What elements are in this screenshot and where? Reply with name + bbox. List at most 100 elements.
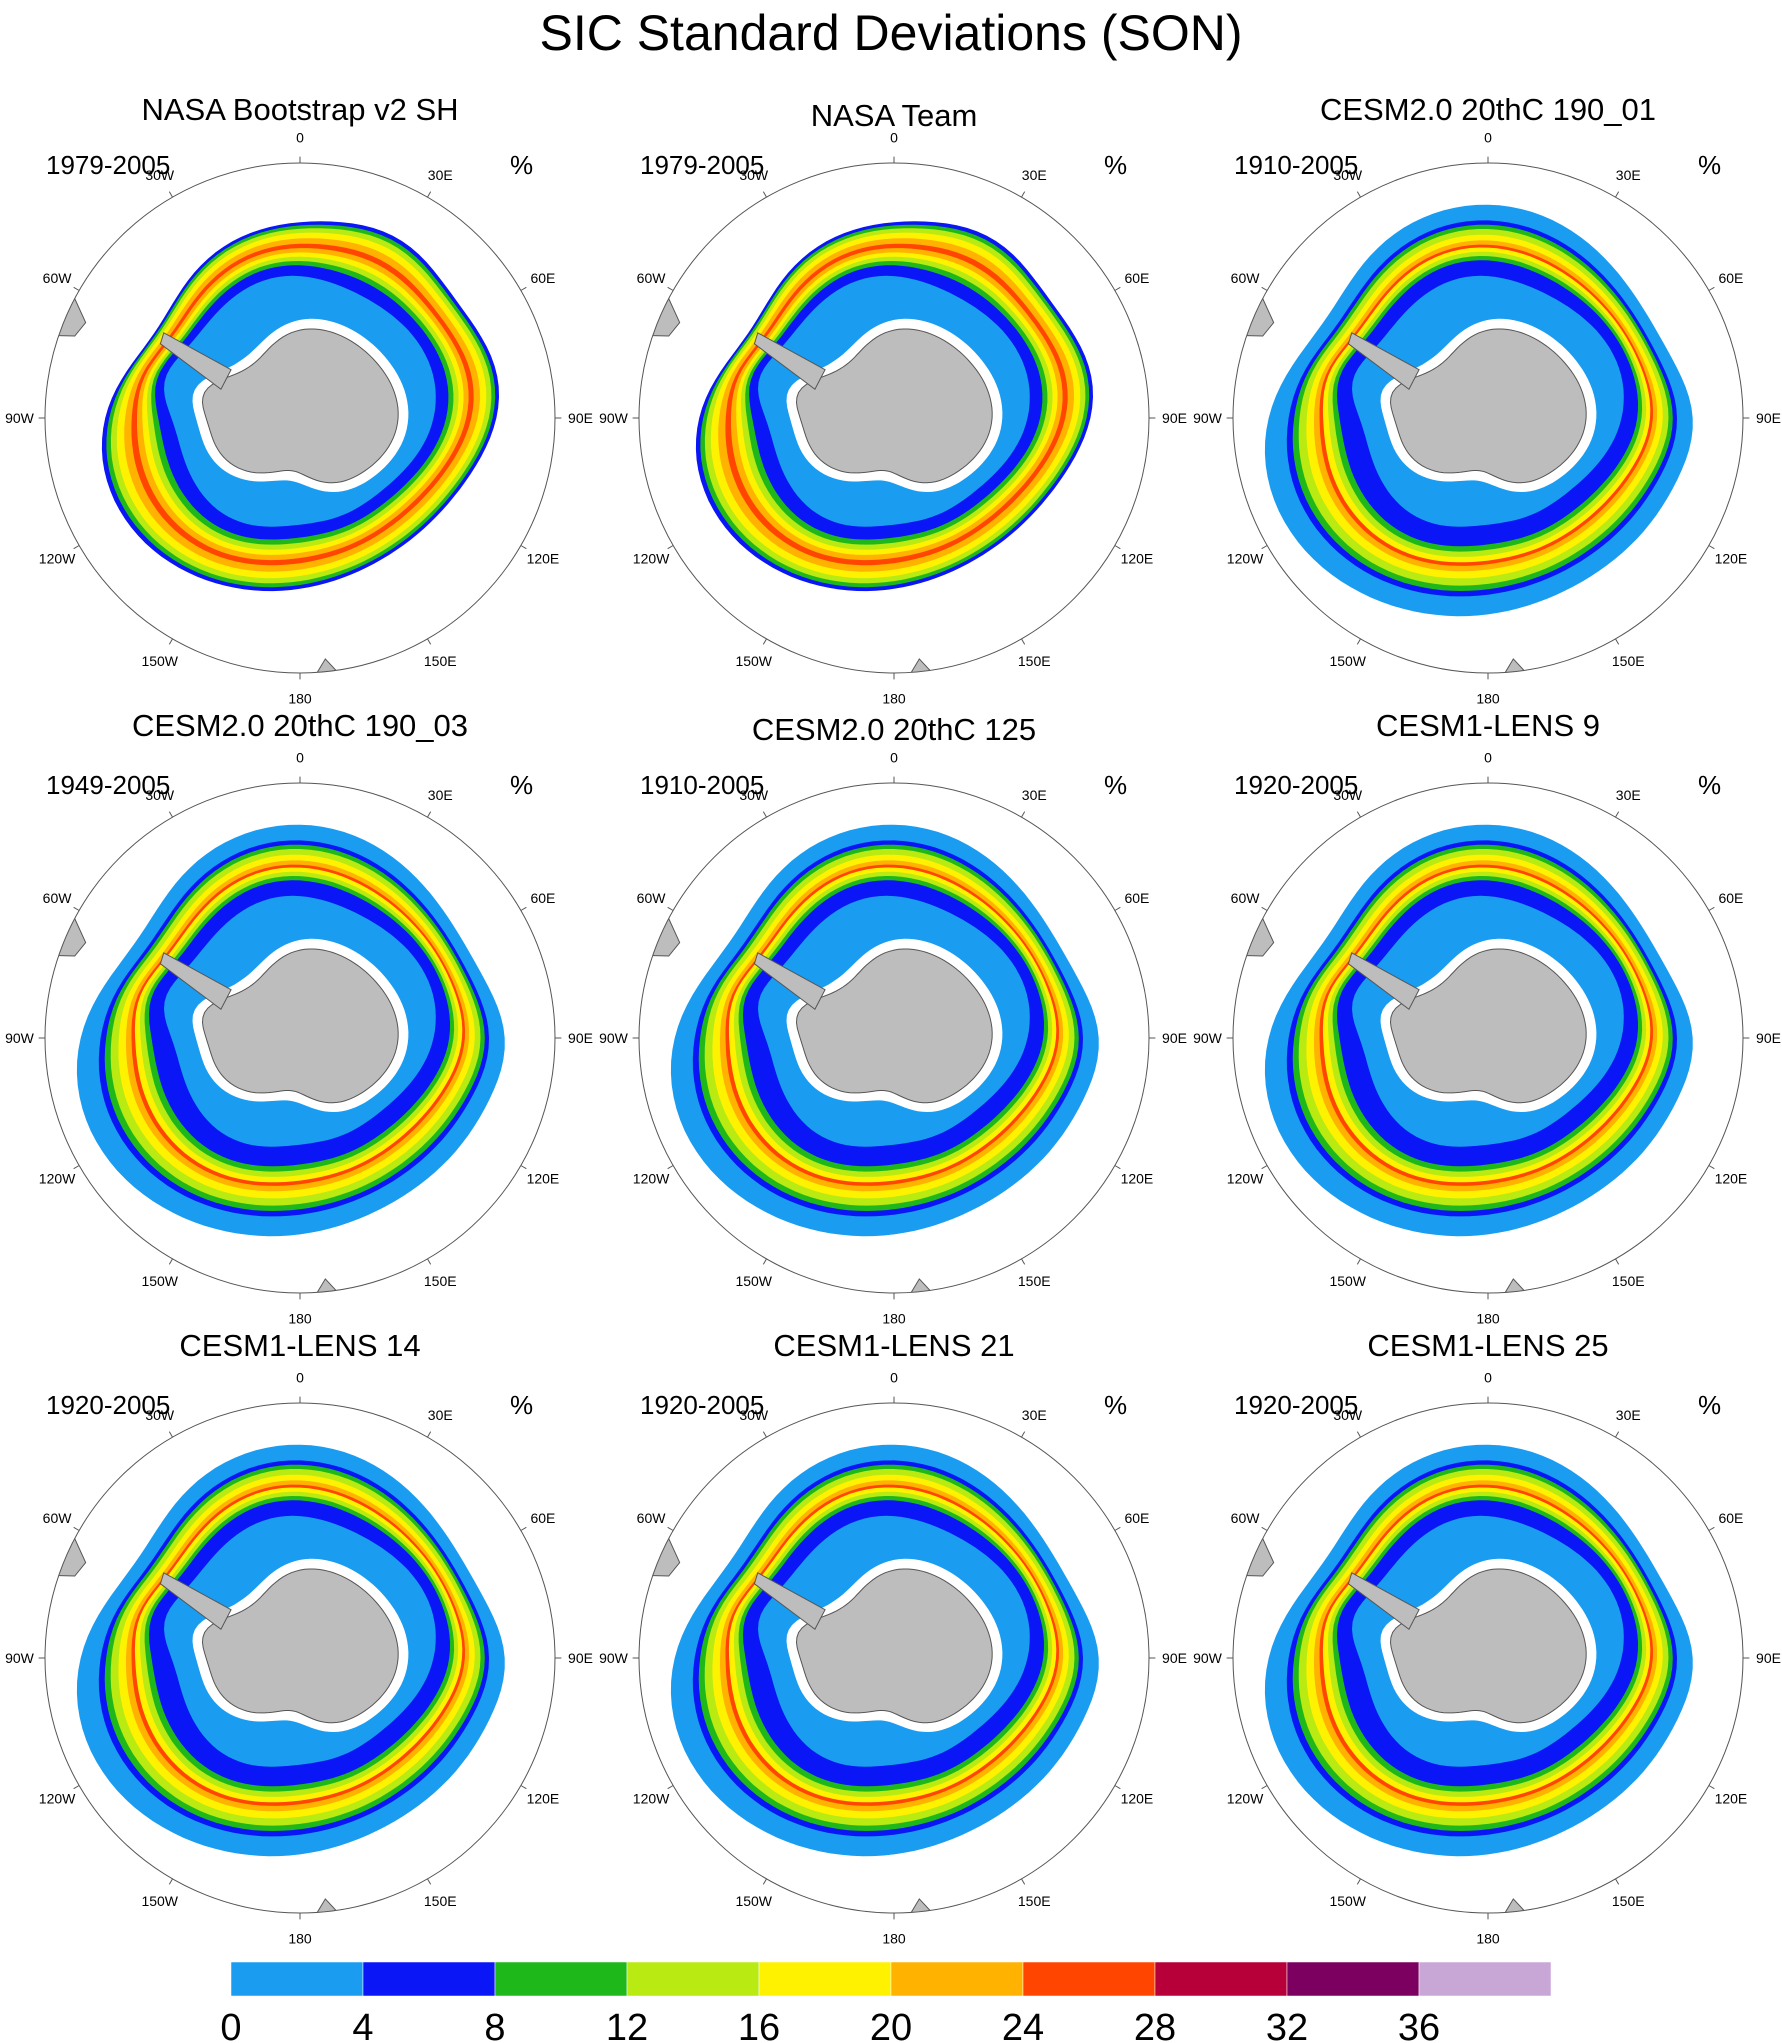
lon-label: 60W	[1231, 270, 1261, 286]
lon-label: 180	[882, 1931, 906, 1947]
antarctic-peninsula	[753, 952, 826, 1010]
lon-label: 30E	[428, 787, 453, 803]
south-america-land	[45, 902, 87, 957]
lon-label: 150W	[141, 1273, 178, 1289]
lon-label: 90W	[599, 1650, 629, 1666]
polar-map: 0 30E 60E 90E 120E 150E 180 150W 120W 90W 60W 30W	[599, 130, 1187, 707]
lon-tick	[1615, 1431, 1620, 1438]
panel-unit: %	[510, 770, 534, 800]
panel-period: 1910-2005	[640, 770, 765, 800]
lon-label: 30W	[1333, 1407, 1363, 1423]
map-panel: CESM2.0 20thC 125 1910-2005% 0 30E 60E 90E 120…	[594, 708, 1188, 1328]
antarctic-peninsula	[159, 332, 232, 390]
antarctic-peninsula	[1347, 332, 1420, 390]
colorbar-swatch	[1022, 1961, 1156, 1997]
lon-tick	[168, 191, 173, 198]
antarctica-land	[1389, 948, 1587, 1104]
panel-period: 1979-2005	[46, 150, 171, 180]
lon-tick	[1021, 638, 1026, 645]
lon-tick	[1114, 286, 1121, 291]
lon-tick	[427, 1258, 432, 1265]
lon-tick	[427, 1431, 432, 1438]
panel-period: 1920-2005	[46, 1390, 171, 1420]
lon-label: 150E	[1612, 1893, 1645, 1909]
panel-unit: %	[1104, 1390, 1128, 1420]
colorbar-swatch	[230, 1961, 364, 1997]
lon-label: 30E	[1616, 787, 1641, 803]
lon-label: 30E	[1616, 167, 1641, 183]
lon-tick	[1708, 906, 1715, 911]
lon-label: 150W	[1329, 1273, 1366, 1289]
lon-label: 0	[296, 130, 304, 146]
panel-unit: %	[1104, 150, 1128, 180]
lon-label: 120E	[527, 1170, 560, 1186]
panel-unit: %	[510, 1390, 534, 1420]
lon-tick	[1261, 1165, 1268, 1170]
colorbar-tick-label: 32	[1266, 2007, 1308, 2043]
lon-tick	[1356, 1431, 1361, 1438]
colorbar-tick-label: 12	[606, 2007, 648, 2043]
lon-label: 30E	[1616, 1407, 1641, 1423]
lon-tick	[1615, 638, 1620, 645]
colorbar-tick-label: 20	[870, 2007, 912, 2043]
panel-period: 1920-2005	[640, 1390, 765, 1420]
lon-tick	[667, 906, 674, 911]
colorbar-swatch	[1286, 1961, 1420, 1997]
lon-label: 150E	[424, 1893, 457, 1909]
polar-map: 0 30E 60E 90E 120E 150E 180 150W 120W 90W 60W 30W	[599, 1370, 1187, 1947]
lon-tick	[520, 1785, 527, 1790]
lon-label: 150E	[1612, 1273, 1645, 1289]
south-america-land	[1233, 1522, 1275, 1577]
lon-tick	[1021, 191, 1026, 198]
antarctica-land	[201, 1568, 399, 1724]
lon-label: 90E	[1756, 1650, 1781, 1666]
antarctica-land	[201, 328, 399, 484]
lon-tick	[168, 1258, 173, 1265]
lon-tick	[762, 811, 767, 818]
lon-label: 180	[288, 1311, 312, 1327]
lon-label: 30W	[145, 167, 175, 183]
lon-label: 90E	[568, 410, 593, 426]
lon-label: 0	[1484, 750, 1492, 766]
polar-map: 0 30E 60E 90E 120E 150E 180 150W 120W 90W 60W 30W	[1193, 750, 1781, 1327]
antarctica-land	[795, 328, 993, 484]
lon-tick	[1708, 1785, 1715, 1790]
panel-unit: %	[1698, 150, 1722, 180]
lon-tick	[520, 286, 527, 291]
lon-label: 0	[1484, 1370, 1492, 1386]
lon-label: 30E	[428, 167, 453, 183]
lon-tick	[1708, 545, 1715, 550]
colorbar-tick-label: 16	[738, 2007, 780, 2043]
lon-tick	[427, 638, 432, 645]
panel-title: CESM1-LENS 14	[179, 1328, 421, 1363]
lon-label: 90W	[5, 1650, 35, 1666]
lon-tick	[168, 1878, 173, 1885]
colorbar-swatch	[494, 1961, 628, 1997]
polar-map: 0 30E 60E 90E 120E 150E 180 150W 120W 90W 60W 30W	[5, 750, 593, 1327]
lon-label: 30E	[428, 1407, 453, 1423]
lon-label: 120W	[1227, 1170, 1264, 1186]
lon-tick	[667, 286, 674, 291]
antarctica-land	[201, 948, 399, 1104]
lon-tick	[73, 1526, 80, 1531]
lon-tick	[1261, 286, 1268, 291]
panel-period: 1910-2005	[1234, 150, 1359, 180]
lon-tick	[1261, 545, 1268, 550]
lon-label: 60E	[530, 270, 555, 286]
lon-tick	[168, 811, 173, 818]
map-panel: NASA Team 1979-2005% 0 30E 60E 90E 120E 150E 180…	[594, 88, 1188, 708]
colorbar-tick-label: 28	[1134, 2007, 1176, 2043]
lon-tick	[667, 545, 674, 550]
polar-map: 0 30E 60E 90E 120E 150E 180 150W 120W 90W 60W 30W	[1193, 1370, 1781, 1947]
lon-label: 90E	[1162, 410, 1187, 426]
lon-label: 90E	[568, 1030, 593, 1046]
lon-label: 150W	[735, 653, 772, 669]
lon-label: 0	[296, 750, 304, 766]
lon-label: 0	[296, 1370, 304, 1386]
lon-label: 120E	[1121, 1170, 1154, 1186]
lon-label: 60W	[43, 270, 73, 286]
lon-label: 30W	[145, 1407, 175, 1423]
lon-label: 90W	[1193, 410, 1223, 426]
polar-map: 0 30E 60E 90E 120E 150E 180 150W 120W 90W 60W 30W	[5, 1370, 593, 1947]
lon-label: 90E	[1162, 1030, 1187, 1046]
